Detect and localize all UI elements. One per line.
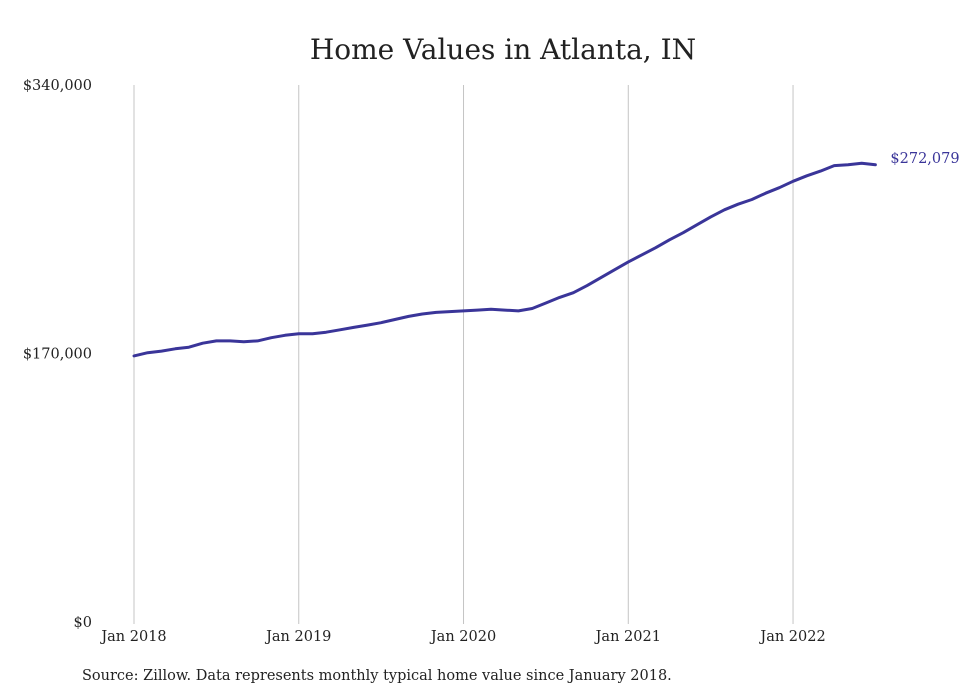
x-axis-tick-labels: Jan 2018 Jan 2019 Jan 2020 Jan 2021 Jan 2022 xyxy=(99,629,825,645)
x-tick-label: Jan 2021 xyxy=(594,629,661,645)
y-tick-label: $340,000 xyxy=(23,78,92,94)
source-note: Source: Zillow. Data represents monthly … xyxy=(82,668,672,684)
chart-title: Home Values in Atlanta, IN xyxy=(310,33,696,66)
x-tick-label: Jan 2019 xyxy=(264,629,331,645)
gridlines xyxy=(133,85,794,624)
x-tick-label: Jan 2018 xyxy=(99,629,166,645)
y-tick-label: $0 xyxy=(74,615,92,631)
y-tick-label: $170,000 xyxy=(23,347,92,363)
x-tick-label: Jan 2020 xyxy=(429,629,496,645)
x-tick-label: Jan 2022 xyxy=(758,629,825,645)
series-line xyxy=(132,161,877,358)
series-layer: $272,079 xyxy=(132,151,960,358)
y-axis-tick-labels: $0 $170,000 $340,000 xyxy=(23,78,92,631)
end-value-label: $272,079 xyxy=(890,151,959,167)
